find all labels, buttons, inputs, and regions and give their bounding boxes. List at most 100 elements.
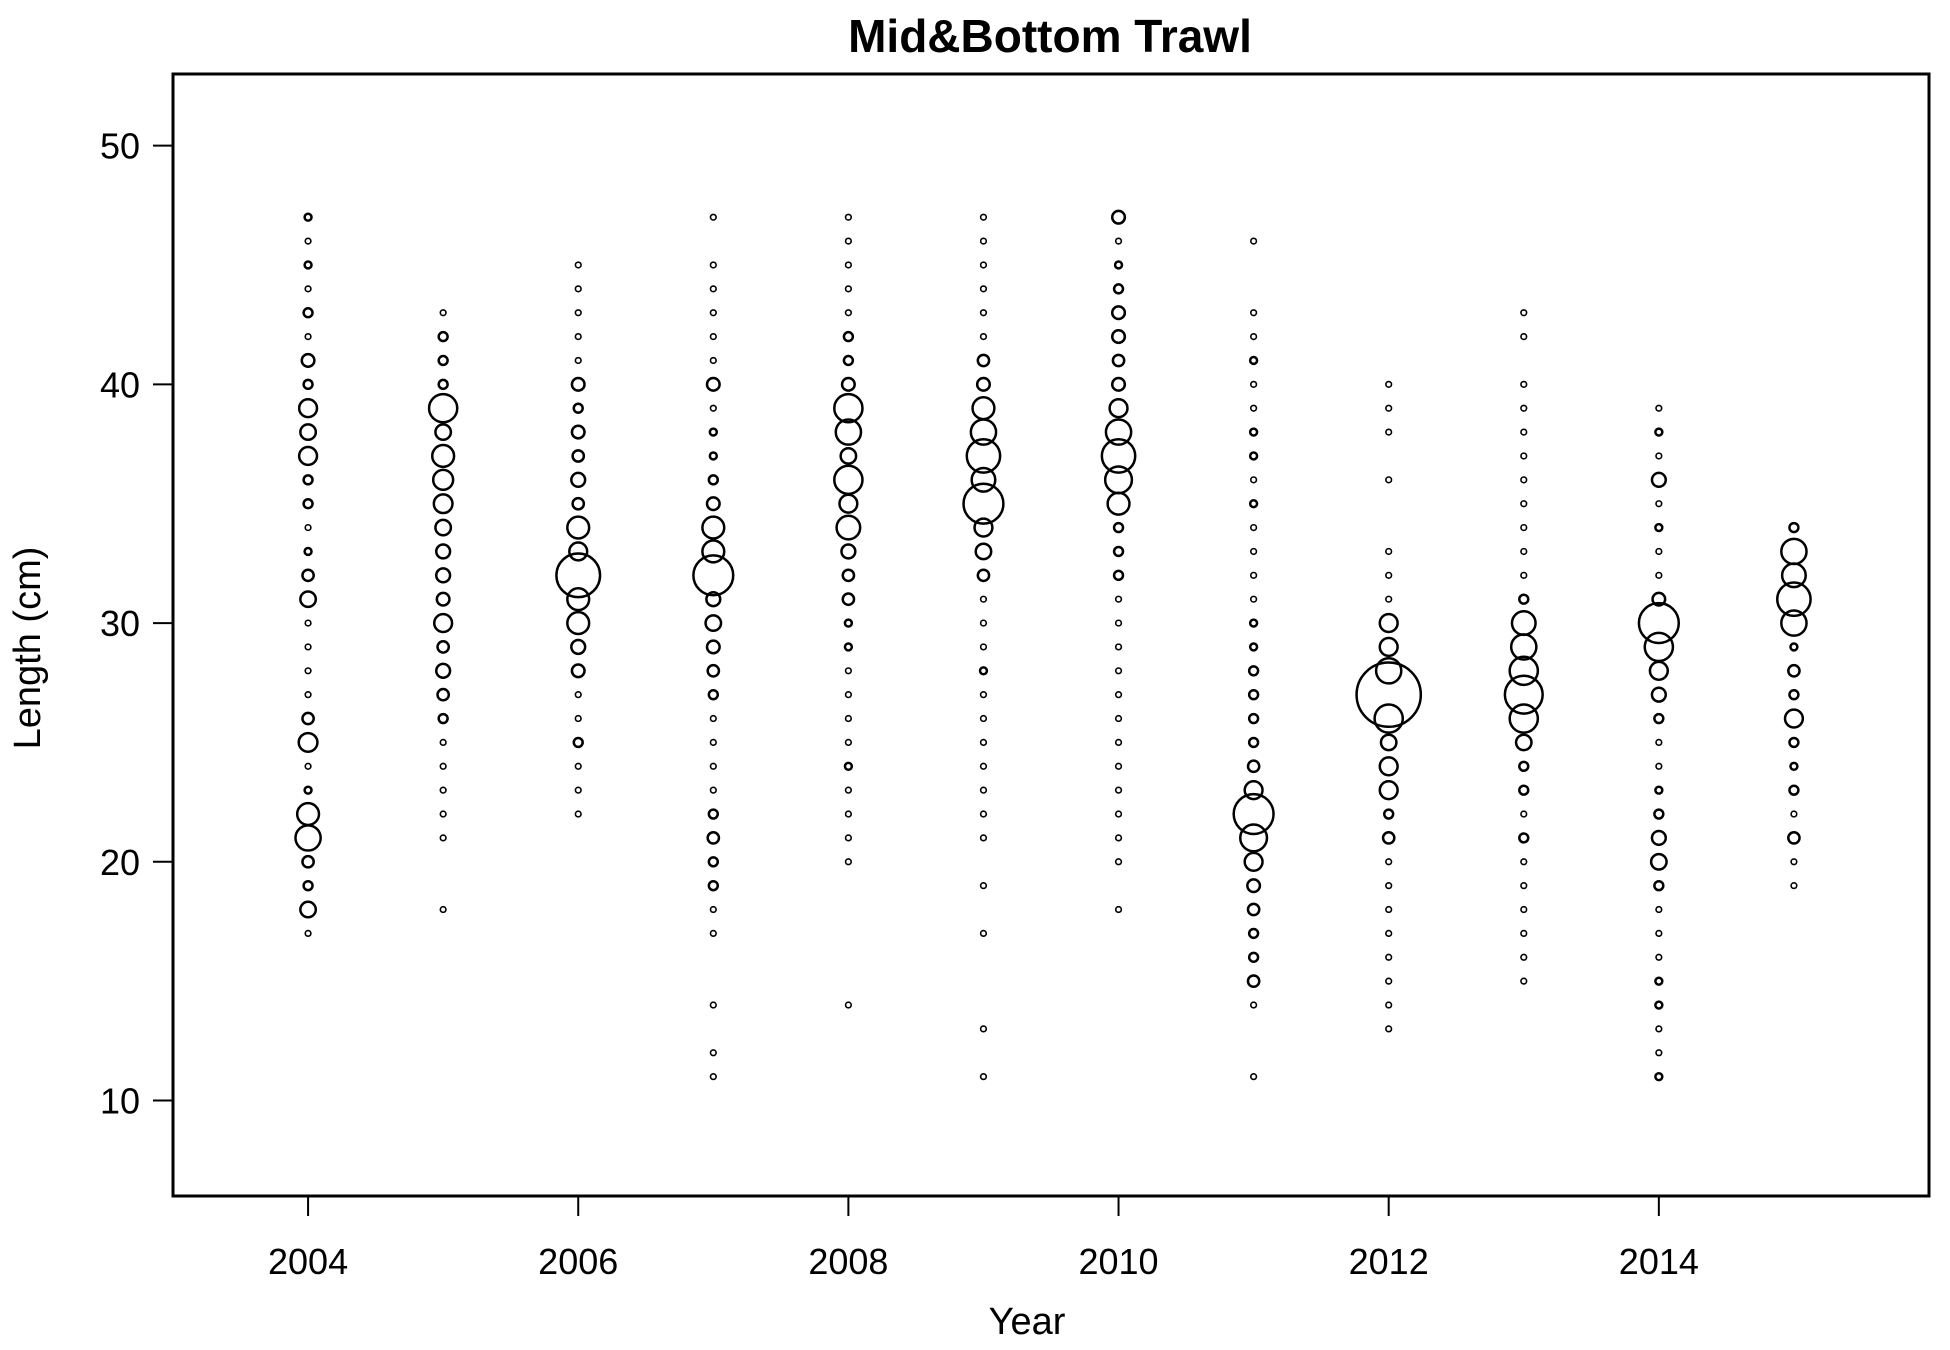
data-point: [555, 552, 602, 599]
data-point: [1655, 762, 1663, 770]
data-point: [1112, 283, 1125, 295]
data-point: [1637, 601, 1681, 645]
data-point: [705, 639, 721, 655]
data-point: [1520, 428, 1528, 436]
data-point: [566, 587, 591, 612]
data-point: [1249, 380, 1258, 388]
data-point: [1239, 823, 1269, 853]
data-point: [566, 610, 591, 636]
data-point: [709, 714, 717, 723]
data-point: [304, 332, 312, 341]
data-point: [1654, 1000, 1664, 1010]
data-point: [1518, 832, 1530, 844]
data-point: [843, 618, 854, 628]
data-point: [572, 402, 584, 414]
data-point: [1520, 977, 1528, 985]
data-point: [979, 213, 988, 221]
data-point: [979, 643, 988, 651]
data-point: [1246, 902, 1261, 917]
data-point: [1520, 309, 1528, 317]
data-point: [571, 449, 586, 463]
data-point: [304, 691, 312, 699]
data-point: [302, 474, 314, 486]
data-point: [842, 354, 855, 367]
data-point: [1248, 642, 1259, 652]
data-point: [1385, 428, 1393, 436]
data-point: [1789, 761, 1799, 771]
data-point: [1789, 642, 1799, 652]
data-point: [303, 785, 313, 795]
data-point: [979, 882, 988, 890]
data-point: [435, 543, 452, 560]
data-point: [840, 543, 857, 560]
data-point: [834, 418, 863, 446]
data-point: [844, 810, 853, 818]
data-point: [304, 237, 312, 245]
data-point: [1518, 593, 1530, 605]
data-point: [962, 482, 1005, 525]
data-point: [439, 810, 447, 818]
data-point: [299, 900, 318, 919]
data-point: [301, 568, 315, 583]
data-point: [974, 542, 993, 561]
data-point: [1246, 759, 1261, 774]
data-point: [1520, 882, 1528, 890]
data-point: [705, 496, 721, 512]
data-point: [709, 261, 717, 269]
data-point: [303, 546, 313, 557]
data-point: [571, 496, 586, 511]
data-point: [1655, 547, 1663, 556]
data-point: [1518, 760, 1530, 772]
data-point: [1243, 851, 1264, 872]
data-point: [1508, 703, 1540, 734]
data-point: [1114, 237, 1123, 245]
x-tick-label: 2010: [1078, 1241, 1158, 1282]
x-axis: 2004 2006 2008 2010 2012 2014: [268, 1195, 1699, 1282]
data-point: [1355, 661, 1423, 729]
data-point: [1790, 858, 1798, 866]
data-point: [434, 518, 453, 537]
data-point: [1653, 808, 1665, 820]
data-point: [1247, 927, 1260, 940]
data-point: [705, 591, 722, 608]
data-point: [1104, 418, 1133, 446]
data-point: [436, 687, 451, 702]
data-point: [1373, 703, 1405, 734]
data-point: [979, 834, 988, 842]
data-point: [707, 879, 720, 892]
data-point: [1654, 1071, 1664, 1082]
data-point: [1520, 929, 1528, 938]
data-point: [1114, 643, 1123, 651]
data-point: [844, 285, 853, 293]
data-point: [1249, 309, 1258, 317]
data-point: [1249, 523, 1258, 532]
data-point: [297, 398, 319, 419]
data-point: [574, 285, 582, 293]
data-point: [844, 834, 853, 842]
x-axis-label: Year: [989, 1301, 1066, 1343]
data-point: [1655, 738, 1663, 747]
data-point: [1650, 686, 1667, 703]
data-point: [1788, 736, 1800, 749]
data-point: [1385, 404, 1393, 412]
data-point: [1249, 332, 1258, 341]
data-point: [844, 1001, 853, 1009]
data-point: [840, 376, 856, 392]
data-point: [295, 801, 321, 827]
data-point: [979, 1073, 988, 1081]
data-point: [839, 446, 858, 465]
data-point: [574, 691, 582, 699]
data-point: [1655, 452, 1663, 460]
y-axis: 10 20 30 40 50: [100, 126, 174, 1122]
data-point: [1650, 829, 1667, 847]
data-point: [838, 493, 859, 514]
data-point: [709, 1049, 717, 1057]
data-point: [304, 667, 312, 675]
data-point: [1378, 636, 1399, 658]
data-point: [1248, 355, 1259, 366]
data-point: [1378, 780, 1399, 801]
data-point: [574, 261, 582, 269]
y-tick-label: 20: [100, 842, 140, 883]
data-point: [570, 471, 587, 488]
data-point: [434, 423, 453, 442]
